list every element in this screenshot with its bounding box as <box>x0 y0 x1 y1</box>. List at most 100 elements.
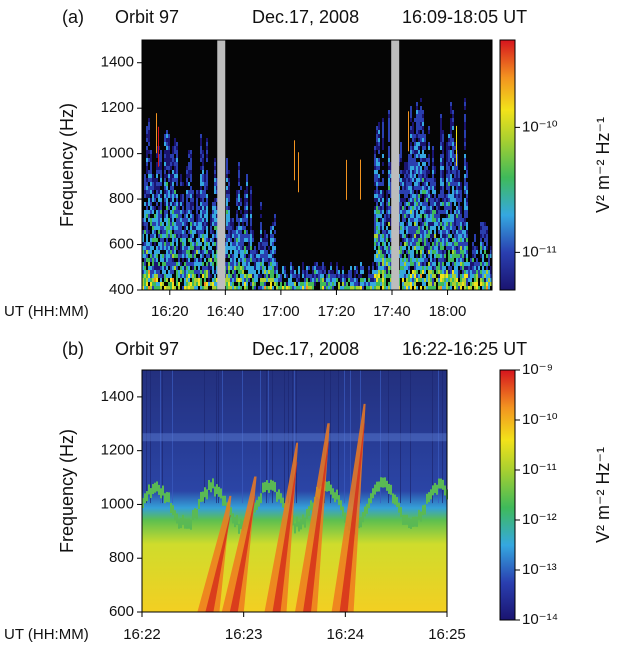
spectrogram-cell <box>214 234 216 238</box>
spectrogram-cell <box>210 226 212 230</box>
spectrogram-cell <box>464 138 466 142</box>
spectrogram-cell <box>158 186 160 190</box>
spectrogram-cell <box>474 246 476 250</box>
spectrogram-cell <box>456 218 458 222</box>
spectrogram-cell <box>402 198 404 202</box>
spectrogram-cell <box>196 206 198 210</box>
spectrogram-cell <box>188 262 190 266</box>
spectrogram-cell <box>404 178 406 182</box>
spectrogram-cell <box>182 266 184 270</box>
spectrogram-cell <box>204 278 206 282</box>
spectrogram-cell <box>460 210 462 214</box>
spectrogram-cell <box>238 250 240 254</box>
spectrogram-cell <box>206 489 208 500</box>
spectrogram-cell <box>180 198 182 202</box>
spectrogram-cell <box>146 154 148 158</box>
spectrogram-cell <box>384 214 386 218</box>
spectrogram-cell <box>244 254 246 258</box>
spectrogram-cell <box>382 262 384 266</box>
spectrogram-cell <box>384 254 386 258</box>
spectrogram-cell <box>152 270 154 274</box>
spectrogram-cell <box>238 198 240 202</box>
spectrogram-cell <box>196 262 198 266</box>
spectrogram-cell <box>428 146 430 150</box>
spectrogram-cell <box>330 270 332 274</box>
spectrogram-cell <box>250 218 252 222</box>
spectrogram-cell <box>438 206 440 210</box>
spectrogram-cell <box>420 190 422 194</box>
spectrogram-cell <box>404 202 406 206</box>
spectrogram-cell <box>382 138 384 142</box>
spectrogram-cell <box>466 262 468 266</box>
spectrogram-cell <box>422 262 424 266</box>
spectrogram-cell <box>166 238 168 242</box>
spectrogram-cell <box>146 138 148 142</box>
spectrogram-cell <box>180 178 182 182</box>
spectrogram-cell <box>154 482 156 493</box>
spectrogram-cell <box>146 166 148 170</box>
spectrogram-cell <box>436 214 438 218</box>
spectrogram-cell <box>152 178 154 182</box>
spectrogram-cell <box>160 222 162 226</box>
spectrogram-cell <box>452 170 454 174</box>
spectrogram-cell <box>150 162 152 166</box>
spectrogram-cell <box>142 498 144 509</box>
spectrogram-cell <box>146 206 148 210</box>
spectrogram-cell <box>408 254 410 258</box>
x-tick-label: 16:24 <box>327 626 365 643</box>
spectrogram-cell <box>166 274 168 278</box>
spectrogram-cell <box>146 491 148 502</box>
spectrogram-cell <box>270 242 272 246</box>
spectrogram-cell <box>192 198 194 202</box>
spectrogram-cell <box>186 214 188 218</box>
spectrogram-cell <box>172 214 174 218</box>
spectrogram-cell <box>432 222 434 226</box>
spectrogram-cell <box>266 274 268 278</box>
spectrogram-cell <box>452 166 454 170</box>
spectrogram-cell <box>438 262 440 266</box>
spectrogram-cell <box>416 122 418 126</box>
spectrogram-cell <box>214 174 216 178</box>
spectrogram-cell <box>372 270 374 274</box>
spectrogram-cell <box>248 238 250 242</box>
spectrogram-cell <box>148 274 150 278</box>
spectrogram-cell <box>404 234 406 238</box>
spectrogram-cell <box>228 246 230 250</box>
spectrogram-cell <box>400 258 402 262</box>
spectrogram-cell <box>196 230 198 234</box>
spectrogram-cell <box>426 174 428 178</box>
spectrogram-cell <box>152 226 154 230</box>
spectrogram-cell <box>164 214 166 218</box>
spectrogram-cell <box>414 142 416 146</box>
spectrogram-cell <box>438 222 440 226</box>
spectrogram-cell <box>432 190 434 194</box>
spectrogram-cell <box>420 134 422 138</box>
spectrogram-cell <box>390 262 392 266</box>
spectrogram-cell <box>366 286 368 290</box>
spectrogram-cell <box>454 238 456 242</box>
spectrogram-cell <box>198 266 200 270</box>
spectrogram-cell <box>206 178 208 182</box>
spectrogram-cell <box>286 274 288 278</box>
spectrogram-cell <box>238 226 240 230</box>
spectrogram-cell <box>148 230 150 234</box>
spectrogram-cell <box>188 286 190 290</box>
spectrogram-cell <box>444 226 446 230</box>
spectrogram-cell <box>258 246 260 250</box>
spectrogram-cell <box>444 266 446 270</box>
spectrogram-cell <box>188 154 190 158</box>
spectrogram-cell <box>258 242 260 246</box>
spectrogram-cell <box>476 250 478 254</box>
spectrogram-cell <box>424 166 426 170</box>
spectrogram-cell <box>456 282 458 286</box>
spectrogram-cell <box>456 210 458 214</box>
spectrogram-cell <box>464 214 466 218</box>
spectrogram-cell <box>470 270 472 274</box>
spectrogram-cell <box>418 214 420 218</box>
spectrogram-cell <box>450 222 452 226</box>
spectrogram-cell <box>466 258 468 262</box>
spectrogram-cell <box>428 130 430 134</box>
spectrogram-cell <box>442 270 444 274</box>
spectrogram-cell <box>234 270 236 274</box>
spectrogram-cell <box>440 210 442 214</box>
